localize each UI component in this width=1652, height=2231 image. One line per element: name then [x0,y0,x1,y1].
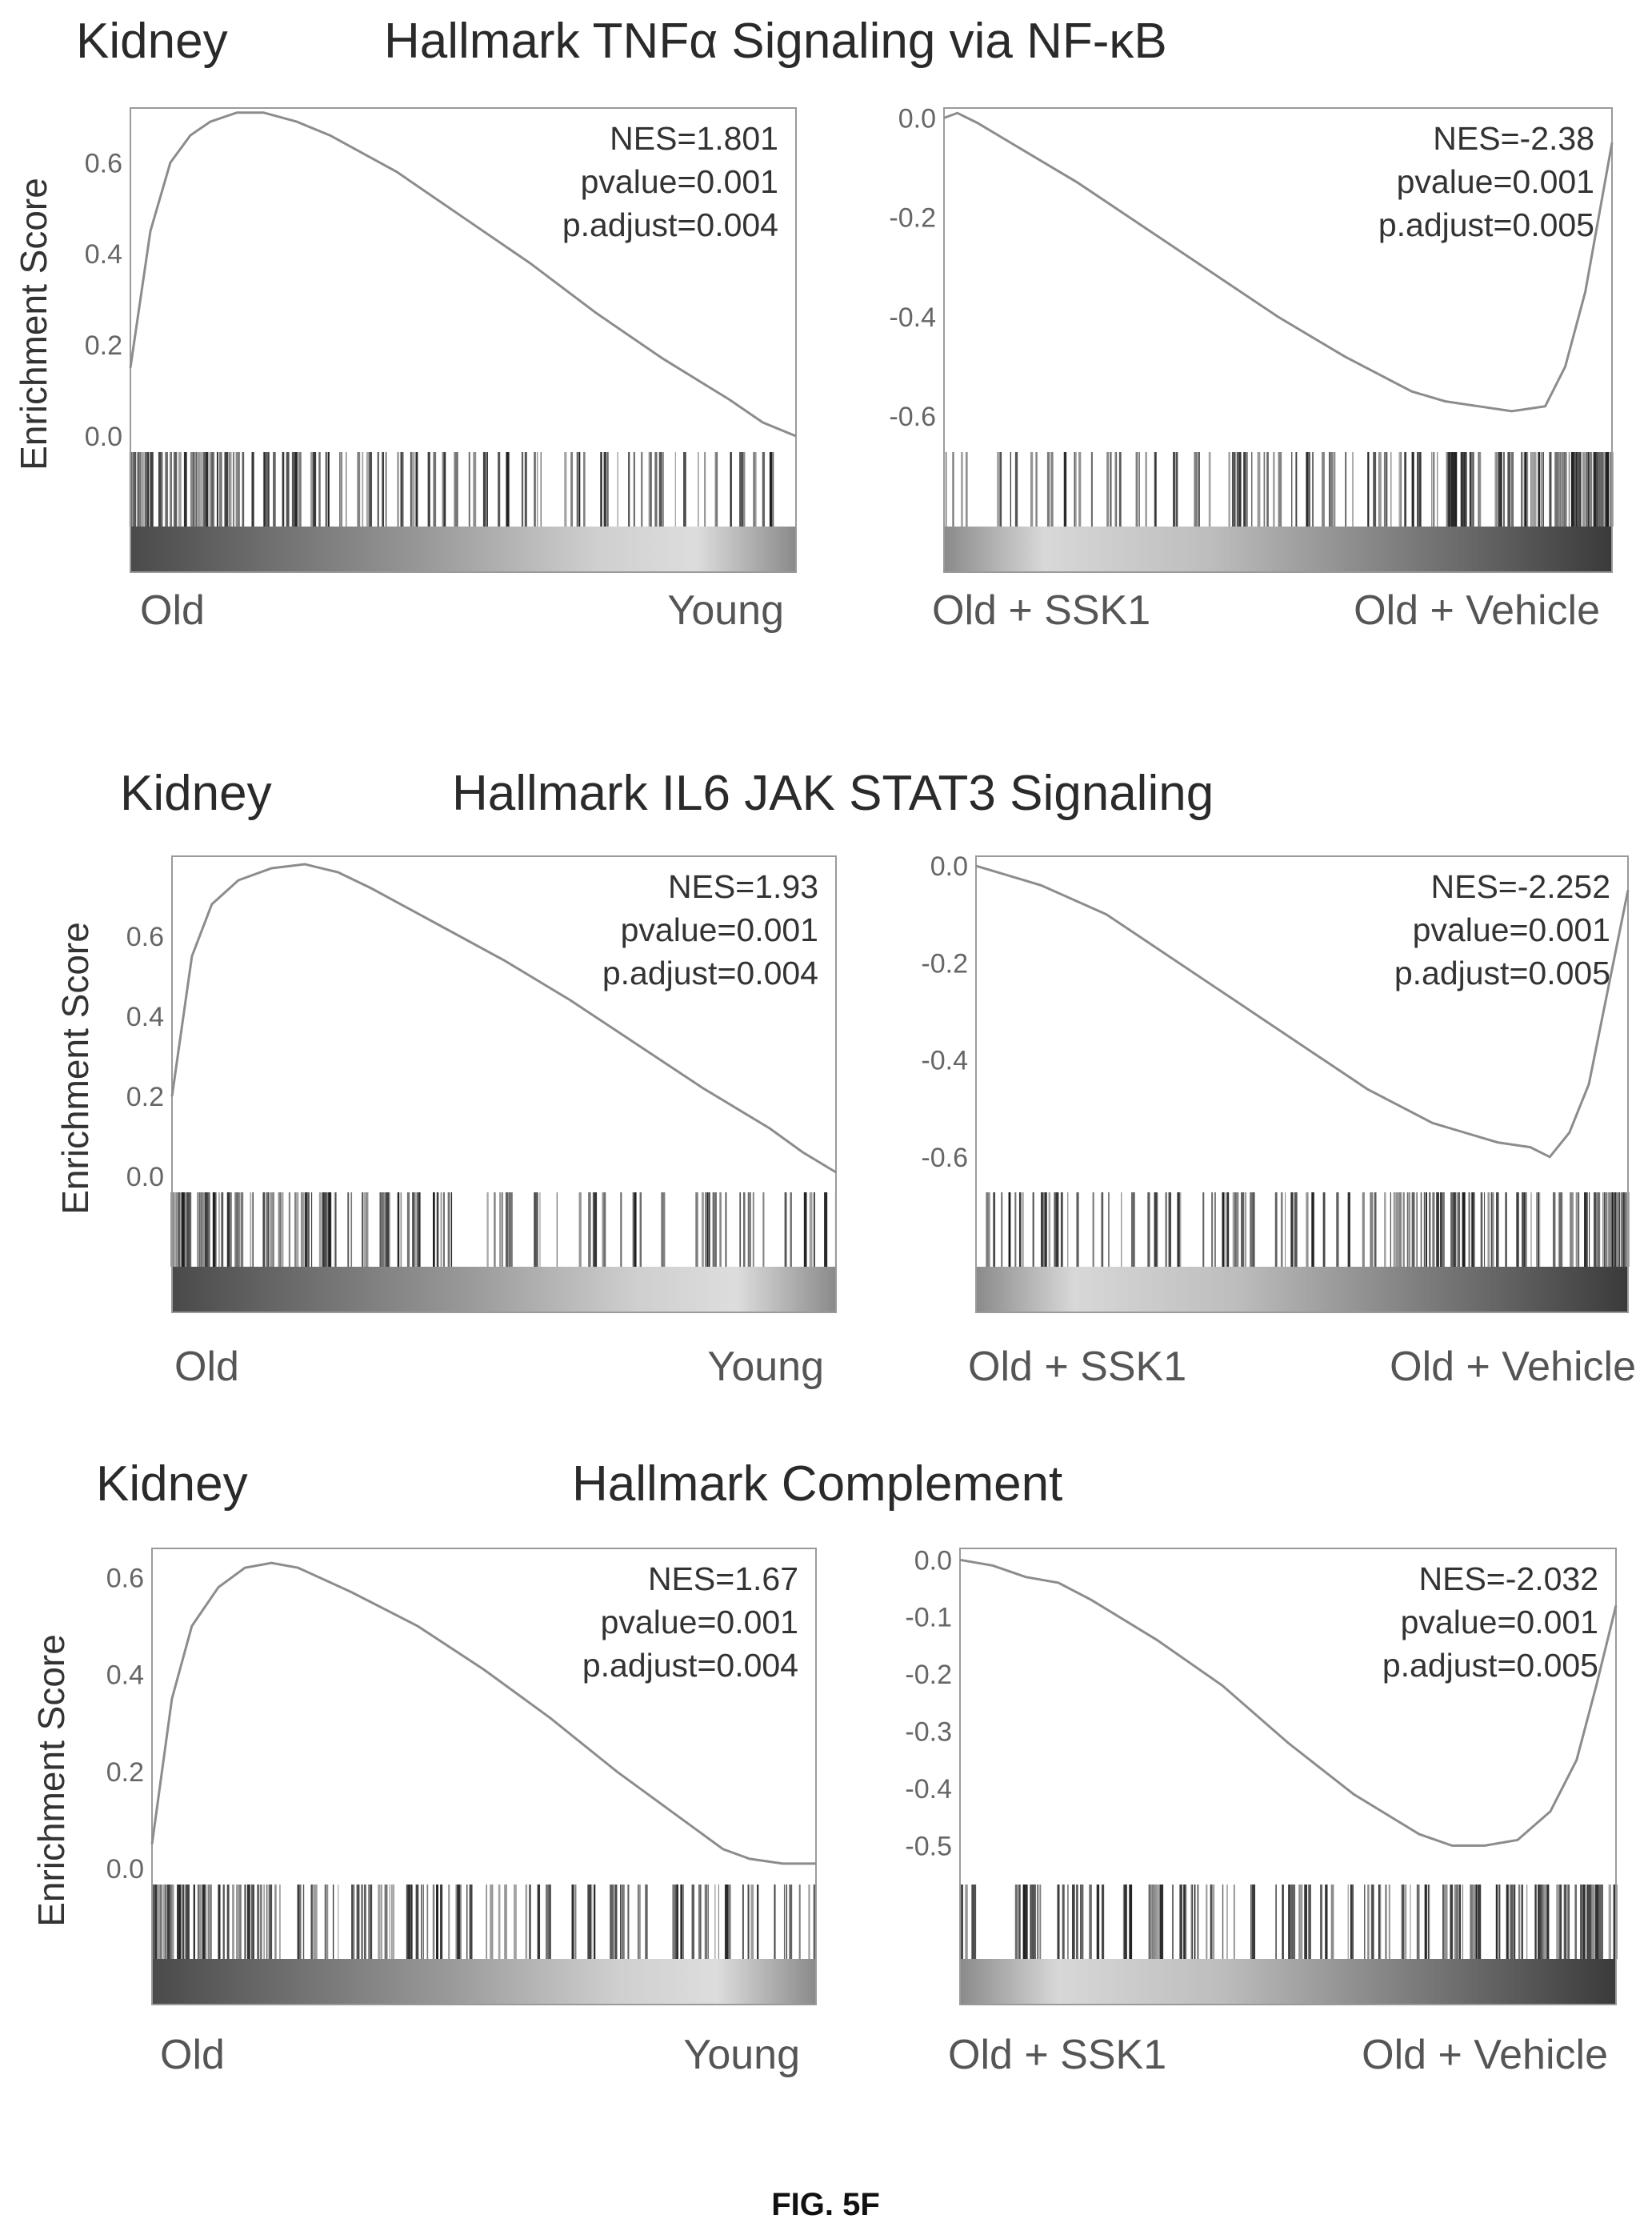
group-label-left: Old [140,587,205,634]
barcode-hits [151,1885,817,1959]
barcode-hits [945,452,1614,527]
barcode-hits [170,1192,837,1267]
gsea-panel-4: 0.0 -0.2 -0.4 -0.6 NES=-2.252 pvalue=0.001 p.a… [921,851,1636,1390]
y-tick-label: -0.6 [921,1143,968,1173]
y-tick-label: 0.2 [85,330,122,361]
group-label-left: Old [160,2032,225,2078]
y-tick-label: 0.0 [930,851,968,882]
y-tick-label: -0.4 [905,1774,952,1804]
row1-ylabel: Enrichment Score [13,178,54,471]
stat-annotation: p.adjust=0.005 [1382,1647,1598,1684]
y-tick-label: 0.0 [898,103,936,134]
group-label-right: Old + Vehicle [1390,1344,1636,1390]
stat-annotation: pvalue=0.001 [1401,1604,1598,1640]
plot-frame [171,855,837,1313]
group-label-left: Old + SSK1 [968,1344,1186,1390]
row3-ylabel: Enrichment Score [30,1634,72,1927]
y-tick-label: 0.4 [126,1002,164,1032]
plot-frame [130,107,797,573]
stat-annotation: p.adjust=0.005 [1378,206,1594,243]
group-label-right: Young [707,1344,824,1390]
y-tick-label: -0.6 [889,402,936,432]
y-tick-label: -0.2 [889,203,936,234]
y-tick-label: 0.6 [126,922,164,952]
enrichment-score-line [975,864,1630,1159]
y-tick-label: 0.6 [85,148,122,178]
gsea-panel-5: 0.6 0.4 0.2 0.0 NES=1.67 pvalue=0.001 p.adjust… [106,1548,817,2078]
y-tick-label: 0.4 [85,239,122,270]
y-tick-label: 0.0 [106,1854,144,1885]
stat-annotation: pvalue=0.001 [621,911,818,948]
plot-frame [943,107,1613,573]
stat-annotation: p.adjust=0.005 [1394,955,1610,991]
group-label-right: Old + Vehicle [1362,2032,1608,2078]
rank-gradient-band [152,1959,816,2005]
group-label-left: Old + SSK1 [932,587,1150,634]
stat-annotation: pvalue=0.001 [1413,911,1610,948]
gsea-panel-6: 0.0 -0.1 -0.2 -0.3 -0.4 -0.5 NES=-2.032 pvalue=… [905,1545,1618,2078]
y-tick-label: -0.3 [905,1717,952,1748]
y-tick-label: -0.4 [921,1046,968,1076]
y-tick-label: -0.5 [905,1831,952,1861]
stat-annotation: NES=1.67 [648,1560,798,1597]
barcode-hits [129,452,774,527]
plot-frame [959,1548,1617,2005]
row2-tissue-title: Kidney [120,766,272,821]
rank-gradient-band [130,527,796,572]
stat-annotation: p.adjust=0.004 [562,206,778,243]
stat-annotation: pvalue=0.001 [581,163,778,200]
stat-annotation: NES=-2.252 [1431,868,1611,905]
enrichment-score-line [170,863,837,1174]
row2-ylabel: Enrichment Score [54,922,96,1215]
y-tick-label: 0.4 [106,1660,144,1691]
row3-pathway-title: Hallmark Complement [572,1456,1062,1512]
row1-pathway-title: Hallmark TNFα Signaling via NF-κB [384,14,1167,69]
stat-annotation: p.adjust=0.004 [582,1647,798,1684]
row2-pathway-title: Hallmark IL6 JAK STAT3 Signaling [452,766,1214,821]
y-tick-label: 0.0 [85,422,122,452]
rank-gradient-band [976,1267,1628,1312]
y-tick-label: 0.0 [126,1162,164,1192]
row1-tissue-title: Kidney [76,14,228,69]
enrichment-score-line [129,111,797,438]
group-label-right: Old + Vehicle [1354,587,1600,634]
enrichment-score-line [959,1558,1618,1847]
rank-gradient-band [172,1267,836,1312]
stat-annotation: NES=-2.032 [1419,1560,1599,1597]
gsea-panel-1: 0.6 0.4 0.2 0.0 NES=1.801 pvalue=0.001 p.adjus… [85,107,797,634]
rank-gradient-band [960,1959,1616,2005]
stat-annotation: pvalue=0.001 [601,1604,798,1640]
y-tick-label: 0.0 [914,1545,952,1576]
plot-frame [151,1548,817,2005]
y-tick-label: -0.1 [905,1603,952,1633]
gsea-panel-2: 0.0 -0.2 -0.4 -0.6 NES=-2.38 pvalue=0.001 p.ad… [889,103,1614,634]
enrichment-score-line [943,111,1614,413]
y-tick-label: -0.2 [905,1660,952,1690]
group-label-left: Old [174,1344,239,1390]
row3-tissue-title: Kidney [96,1456,248,1512]
group-label-right: Young [667,587,784,634]
y-tick-label: 0.6 [106,1563,144,1593]
stat-annotation: NES=1.93 [668,868,818,905]
panels-layer: 0.6 0.4 0.2 0.0 NES=1.801 pvalue=0.001 p.adjus… [85,103,1636,2078]
y-tick-label: -0.4 [889,302,936,333]
enrichment-score-line [150,1561,816,1865]
gsea-panel-3: 0.6 0.4 0.2 0.0 NES=1.93 pvalue=0.001 p.adjust… [126,855,837,1390]
y-tick-label: -0.2 [921,948,968,979]
stat-annotation: NES=1.801 [610,120,778,157]
y-tick-label: 0.2 [126,1082,164,1112]
figure-label: FIG. 5F [771,2187,880,2222]
barcode-hits [986,1192,1630,1267]
y-tick-label: 0.2 [106,1757,144,1788]
rank-gradient-band [944,527,1612,572]
plot-frame [975,855,1629,1313]
barcode-hits [961,1885,1618,1959]
group-label-right: Young [683,2032,800,2078]
stat-annotation: p.adjust=0.004 [602,955,818,991]
group-label-left: Old + SSK1 [948,2032,1166,2078]
stat-annotation: pvalue=0.001 [1397,163,1594,200]
stat-annotation: NES=-2.38 [1433,120,1594,157]
